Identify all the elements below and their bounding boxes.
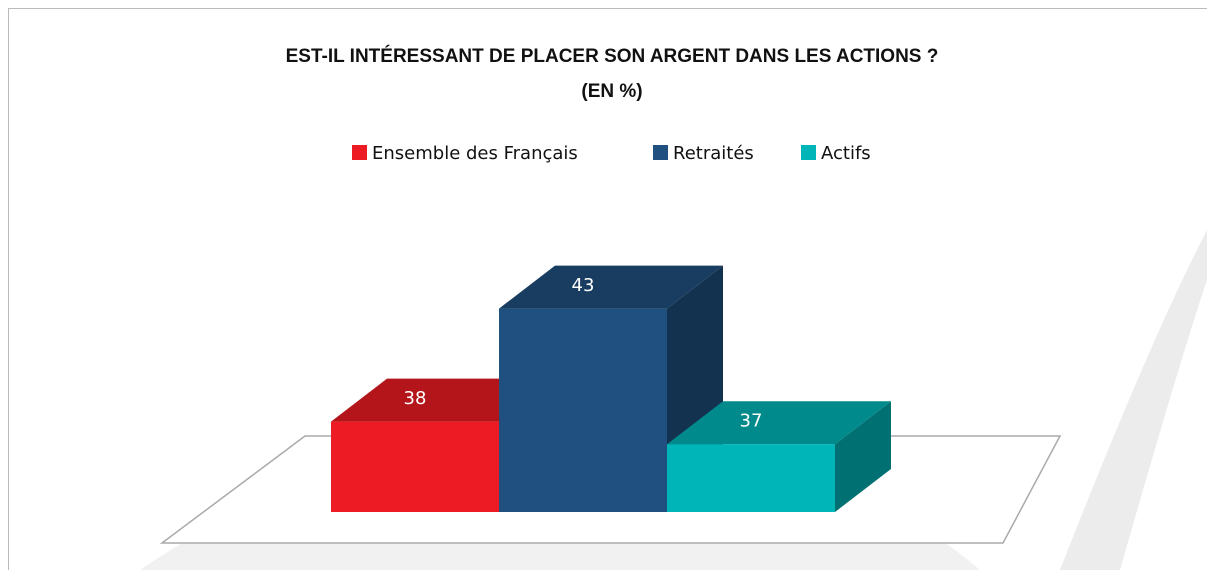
bar [667,444,835,512]
legend-swatch [653,145,668,160]
legend-label: Actifs [821,143,871,164]
bar-top [667,401,891,445]
data-label: 43 [572,275,595,296]
legend-swatch [352,145,367,160]
legend-swatch [801,145,816,160]
bar-side [835,401,891,512]
bar [499,308,667,512]
bar-top [499,265,723,309]
data-label: 37 [740,411,763,432]
decor-swoosh [1060,230,1207,570]
chart-title: EST-IL INTÉRESSANT DE PLACER SON ARGENT … [286,45,939,67]
legend-label: Ensemble des Français [372,143,578,164]
legend-label: Retraités [673,143,754,164]
chart-subtitle: (EN %) [581,81,642,102]
bar [331,421,499,512]
data-label: 38 [404,388,427,409]
